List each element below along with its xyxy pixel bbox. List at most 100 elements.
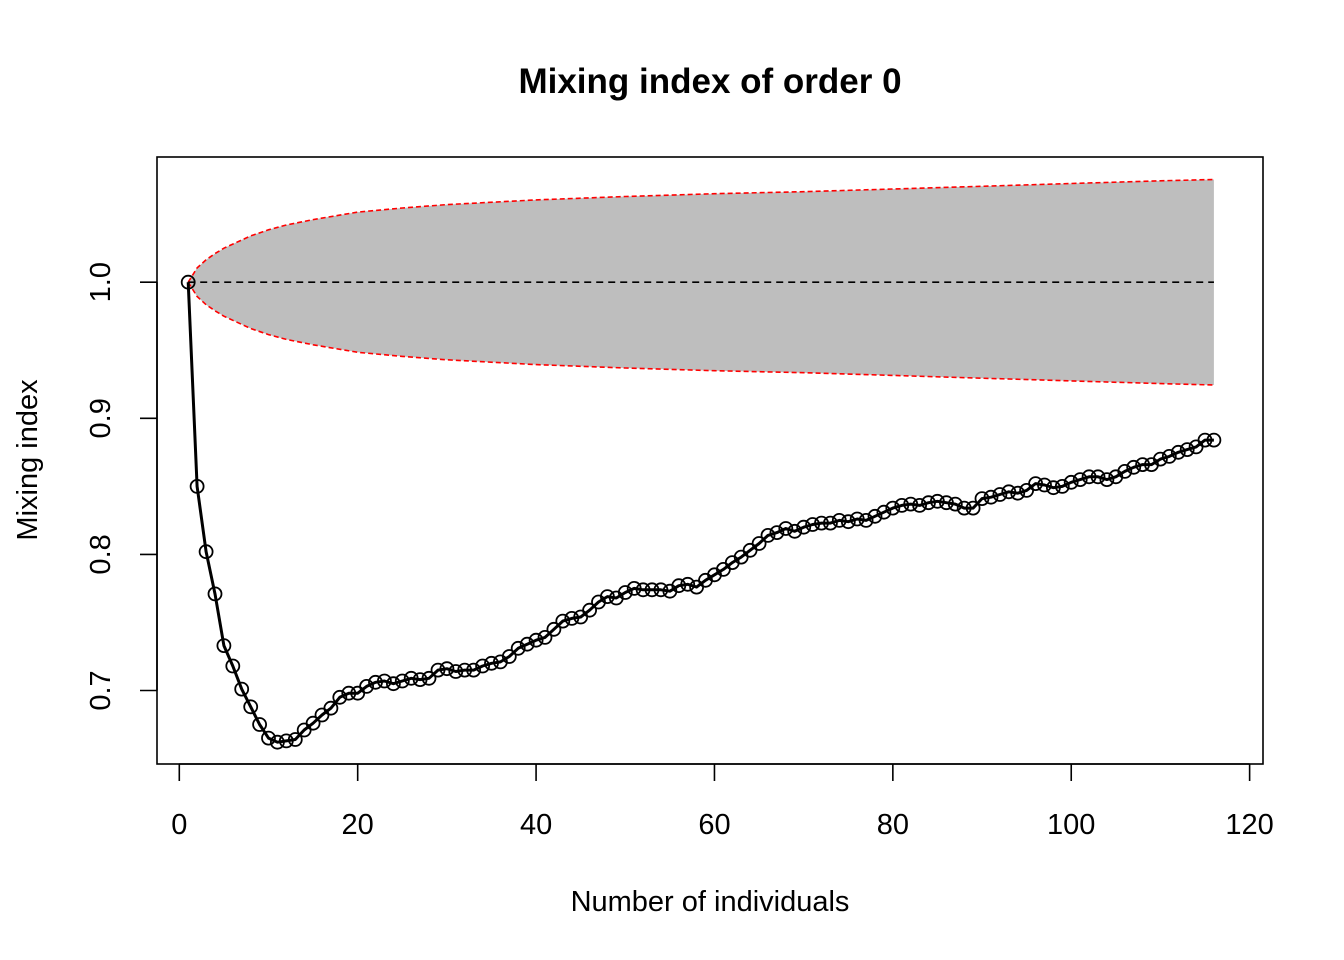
data-point (269, 734, 285, 750)
x-tick-label: 80 (877, 809, 909, 841)
data-point (457, 662, 473, 678)
data-point (1001, 484, 1017, 500)
data-point (956, 500, 972, 516)
data-point (760, 528, 776, 543)
data-point (368, 674, 383, 690)
data-point (198, 544, 214, 560)
data-point (225, 658, 241, 674)
data-point (537, 630, 553, 645)
envelope-upper-line (187, 178, 1214, 283)
data-point (1037, 477, 1052, 493)
data-point (992, 487, 1008, 502)
data-point (1161, 448, 1177, 464)
data-point (376, 673, 392, 689)
data-point (912, 497, 927, 513)
data-point (849, 511, 865, 527)
data-point (921, 495, 936, 511)
data-point (644, 582, 660, 598)
data-point (626, 581, 642, 596)
data-point (939, 495, 954, 511)
data-point (261, 730, 276, 746)
x-tick-label: 100 (1047, 809, 1095, 841)
data-point (894, 497, 910, 513)
data-point (823, 515, 838, 531)
data-point (751, 536, 767, 551)
data-point (805, 517, 820, 532)
data-point (1090, 469, 1106, 485)
data-point (519, 636, 535, 652)
data-point (867, 508, 883, 524)
data-point (385, 676, 401, 692)
data-point (600, 589, 615, 604)
data-point (359, 679, 375, 694)
data-point (965, 500, 981, 516)
data-point (796, 519, 812, 535)
data-point (421, 670, 437, 686)
data-point (671, 578, 687, 594)
data-point (439, 661, 455, 677)
data-point (501, 649, 517, 664)
y-tick-label: 1.0 (85, 262, 117, 302)
data-point (582, 602, 597, 618)
data-point (510, 640, 526, 656)
data-point (564, 611, 580, 626)
data-point (635, 582, 651, 598)
y-axis: 0.7 0.8 0.9 1.0 (85, 262, 158, 711)
data-point (278, 733, 294, 749)
data-point (831, 513, 847, 528)
x-tick-label: 20 (342, 809, 374, 841)
data-point (1046, 480, 1061, 496)
data-point (1010, 485, 1026, 501)
data-point (1063, 474, 1079, 490)
data-point (287, 732, 303, 747)
series-line (186, 282, 1214, 744)
data-point (930, 493, 945, 509)
data-point (778, 521, 794, 536)
data-point (403, 670, 419, 686)
data-point (1126, 459, 1142, 475)
data-point (947, 496, 963, 512)
data-point (332, 689, 348, 705)
data-point (341, 685, 357, 701)
data-point (769, 525, 785, 540)
data-point (814, 515, 829, 531)
data-point (974, 491, 990, 507)
x-tick-label: 60 (698, 809, 730, 841)
data-point (475, 658, 491, 674)
data-point (234, 681, 250, 697)
data-point (653, 582, 669, 598)
data-point (528, 632, 544, 648)
data-point (1206, 432, 1222, 448)
data-point (180, 274, 196, 290)
data-point (448, 664, 464, 679)
data-point (1117, 463, 1133, 479)
data-point (1028, 476, 1043, 492)
data-point (1099, 472, 1115, 488)
data-point (1153, 451, 1168, 467)
data-point (840, 514, 856, 530)
data-point (787, 523, 803, 539)
data-point (876, 504, 892, 520)
x-tick-label: 40 (520, 809, 552, 841)
data-point (466, 662, 482, 678)
data-point (305, 715, 321, 731)
data-point (1179, 442, 1195, 458)
data-point (1081, 469, 1097, 485)
x-tick-label: 0 (171, 809, 187, 841)
y-tick-label: 0.9 (85, 398, 117, 438)
data-point (903, 496, 919, 512)
data-point (1054, 478, 1070, 494)
chart-title: Mixing index of order 0 (518, 62, 901, 101)
envelope-band (188, 179, 1214, 385)
y-axis-title: Mixing index (12, 379, 44, 541)
data-point (252, 717, 268, 732)
y-tick-label: 0.8 (85, 534, 117, 574)
plot-area (156, 156, 1264, 765)
data-point (680, 576, 696, 592)
envelope-lower-line (187, 281, 1214, 386)
data-point (617, 585, 633, 600)
data-point (430, 662, 446, 678)
x-axis-title: Number of individuals (571, 886, 850, 918)
data-point (1135, 457, 1150, 473)
